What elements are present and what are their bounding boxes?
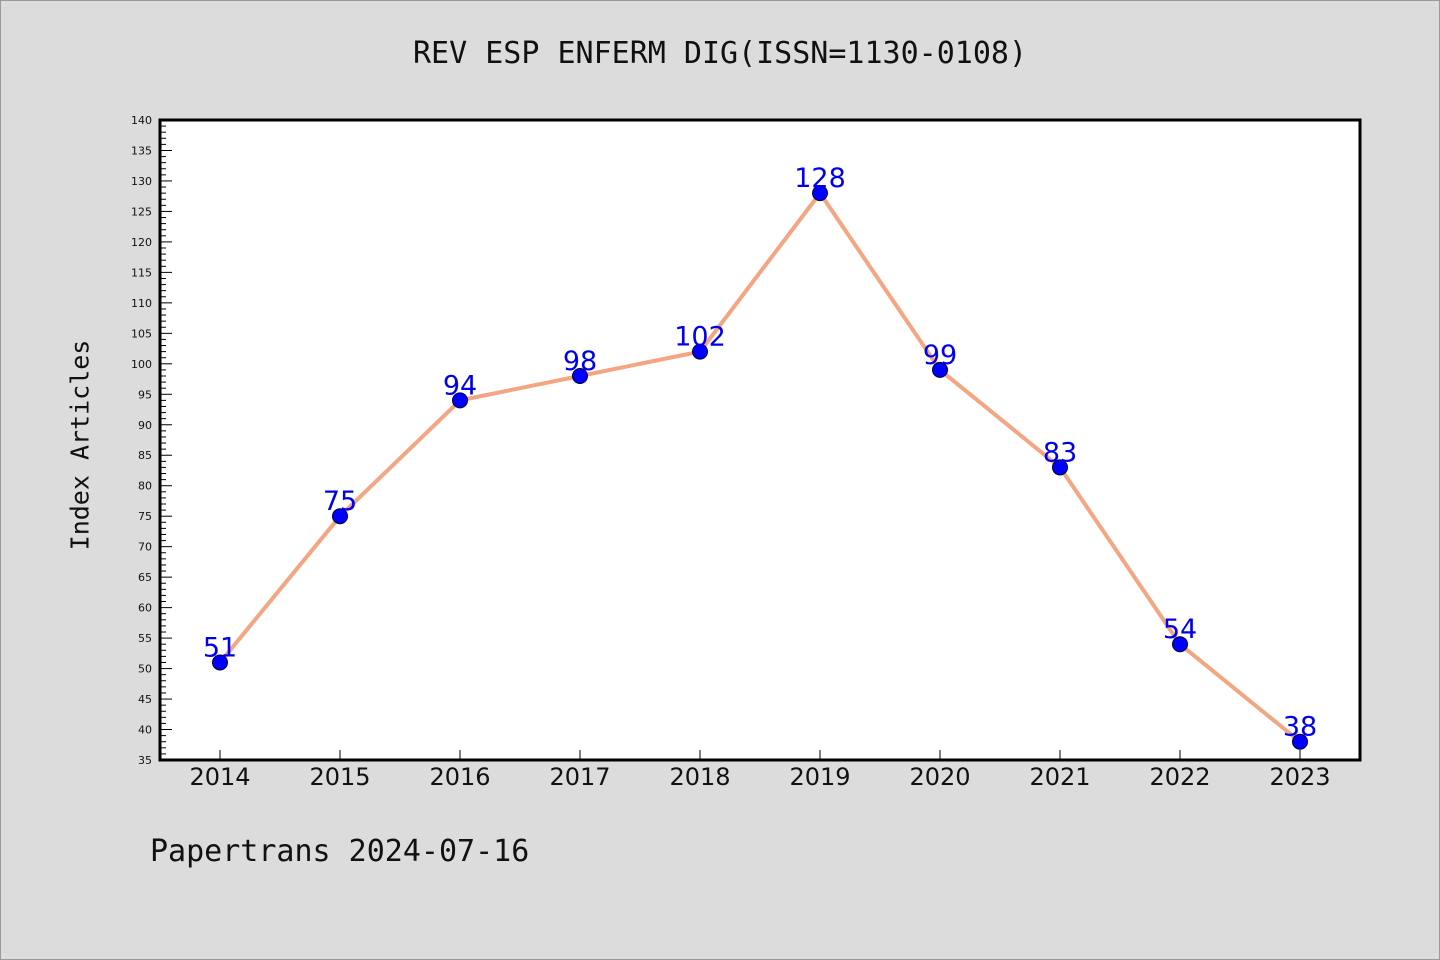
data-label: 38 [1283, 712, 1317, 743]
y-tick-label: 140 [131, 114, 152, 127]
y-tick-label: 130 [131, 175, 152, 188]
y-tick-label: 125 [131, 205, 152, 218]
data-label: 51 [203, 632, 237, 663]
x-axis-ticks: 2014 2015 2016 2017 2018 2019 2020 2021 2022 2023 [189, 750, 1331, 791]
data-point [452, 392, 468, 409]
y-tick-label: 50 [138, 663, 152, 676]
data-point [1052, 459, 1068, 476]
data-point [1292, 733, 1308, 750]
data-points [212, 185, 1308, 750]
y-tick-label: 80 [138, 480, 152, 493]
y-tick-label: 40 [138, 724, 152, 737]
data-point [692, 343, 708, 360]
data-point [932, 361, 948, 378]
x-tick-label: 2014 [189, 763, 250, 791]
data-label: 83 [1043, 437, 1077, 468]
data-label: 75 [323, 486, 357, 517]
y-tick-label: 110 [131, 297, 152, 310]
x-tick-label: 2019 [789, 763, 850, 791]
y-tick-label: 95 [138, 388, 152, 401]
data-point [812, 185, 828, 202]
x-tick-label: 2023 [1269, 763, 1330, 791]
y-tick-label: 90 [138, 419, 152, 432]
y-tick-label: 60 [138, 602, 152, 615]
y-tick-label: 65 [138, 571, 152, 584]
y-tick-label: 105 [131, 327, 152, 340]
series-line [218, 191, 1302, 744]
y-tick-label: 75 [138, 510, 152, 523]
data-label: 94 [443, 370, 477, 401]
data-point [572, 368, 588, 384]
data-label: 102 [674, 322, 726, 353]
data-point [332, 508, 348, 525]
x-tick-label: 2022 [1149, 763, 1210, 791]
x-tick-label: 2016 [429, 763, 490, 791]
data-label: 54 [1163, 614, 1197, 645]
data-label: 98 [563, 346, 597, 377]
x-tick-label: 2015 [309, 763, 370, 791]
x-tick-label: 2018 [669, 763, 730, 791]
x-tick-label: 2021 [1029, 763, 1090, 791]
data-point [1172, 636, 1188, 653]
data-point [212, 654, 228, 671]
chart-title: REV ESP ENFERM DIG(ISSN=1130-0108) [412, 36, 1028, 71]
y-axis-ticks: 35 40 45 50 55 60 65 70 75 80 85 90 95 100 105 110 115 12… [131, 114, 172, 767]
y-tick-label: 135 [131, 144, 152, 157]
data-labels: 51 75 94 98 102 128 99 83 54 38 [203, 163, 1317, 743]
footer-watermark: Papertrans 2024-07-16 [150, 834, 530, 869]
y-tick-label: 45 [138, 693, 152, 706]
y-tick-label: 35 [138, 754, 152, 767]
x-tick-label: 2020 [909, 763, 970, 791]
y-tick-label: 120 [131, 236, 152, 249]
data-label: 128 [794, 163, 846, 194]
y-tick-label: 70 [138, 541, 152, 554]
plot-area [158, 118, 1362, 762]
y-tick-label: 55 [138, 632, 152, 645]
y-tick-label: 100 [131, 358, 152, 371]
y-tick-label: 85 [138, 449, 152, 462]
y-tick-label: 115 [131, 266, 152, 279]
x-tick-label: 2017 [549, 763, 610, 791]
data-label: 99 [923, 340, 957, 371]
